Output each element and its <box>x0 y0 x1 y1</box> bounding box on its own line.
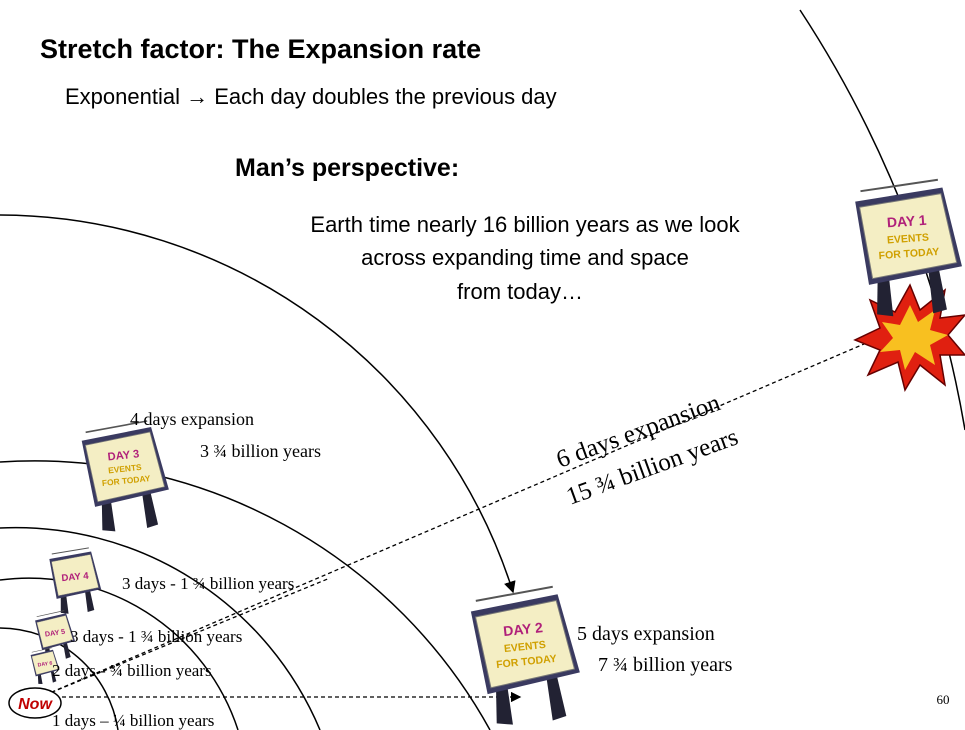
billboard-rail <box>31 647 52 653</box>
billboard-rail <box>475 585 553 602</box>
now-ring <box>8 687 62 719</box>
arc <box>0 577 239 730</box>
labels: 4 days expansion 3 ¾ billion years 3 days … <box>52 389 742 730</box>
billboard-day: DAY 4 <box>61 571 90 584</box>
perspective-line: from today… <box>457 279 583 304</box>
billboard-day: DAY 2 <box>502 619 543 639</box>
arc <box>0 627 119 730</box>
billboard-leg <box>141 487 159 528</box>
billboard-rail <box>36 610 65 618</box>
billboard-day: DAY 5 <box>44 627 65 639</box>
billboard-line: FOR TODAY <box>878 246 939 262</box>
caption: 1 days – ¼ billion years <box>52 711 214 730</box>
arc <box>0 214 516 594</box>
billboard-line: EVENTS <box>503 639 546 655</box>
subtitle: Exponential → Each day doubles the previ… <box>65 84 557 109</box>
arc <box>0 526 321 730</box>
caption: 3 days - 1 ¾ billion years <box>122 574 294 593</box>
arcs <box>0 9 965 730</box>
billboard-board <box>51 554 99 597</box>
title: Stretch factor: The Expansion rate <box>40 34 481 64</box>
billboard-line: EVENTS <box>108 462 143 475</box>
caption: 2 days - ¾ billion years <box>52 661 212 680</box>
billboard-leg <box>927 262 947 314</box>
billboard-leg <box>50 669 57 683</box>
billboard-day: DAY 1 <box>886 212 927 231</box>
caption: 5 days expansion <box>577 623 715 645</box>
billboard-rail <box>860 178 939 193</box>
billboard-board <box>84 431 166 503</box>
heading: Man’s perspective: <box>235 154 459 182</box>
billboard: DAY 5 <box>35 610 76 661</box>
explosion-core <box>880 305 948 370</box>
billboard-board <box>859 193 958 280</box>
billboard: DAY 4 <box>49 547 102 614</box>
billboard-board <box>474 599 576 689</box>
caption: 7 ¾ billion years <box>598 654 733 676</box>
billboard-day: DAY 3 <box>107 448 140 463</box>
arrows <box>44 336 880 703</box>
page-number: 60 <box>937 692 950 707</box>
arrow <box>44 577 331 696</box>
billboard-leg <box>84 587 95 613</box>
billboard-day: DAY 6 <box>37 661 53 669</box>
billboard-board <box>31 651 59 675</box>
billboard-board <box>36 615 74 648</box>
caption: 3 ¾ billion years <box>200 441 321 461</box>
billboard-leg <box>62 640 71 659</box>
perspective-line: across expanding time and space <box>361 245 689 270</box>
billboard-rail <box>51 547 89 555</box>
caption: 4 days expansion <box>130 409 254 429</box>
billboard-leg <box>545 669 567 721</box>
billboard-rail <box>85 420 148 434</box>
perspective-line: Earth time nearly 16 billion years as we… <box>310 212 740 237</box>
billboard-line: EVENTS <box>887 232 930 247</box>
now-label: Now <box>18 696 53 713</box>
caption: 3 days - 1 ¾ billion years <box>70 627 242 646</box>
arc <box>0 460 491 730</box>
billboard: DAY 6 <box>30 647 60 685</box>
